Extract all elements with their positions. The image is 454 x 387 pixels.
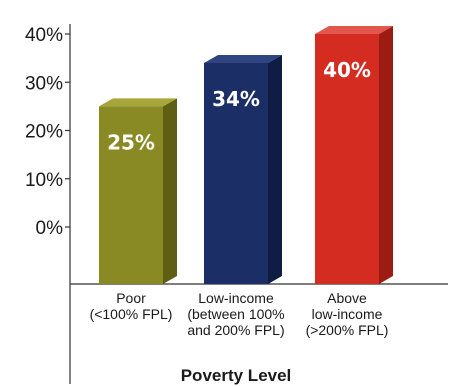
bar-top-face: [99, 98, 177, 107]
bar: 34%: [204, 54, 282, 285]
bar-top-face: [315, 26, 393, 34]
bar-front-face: [204, 62, 268, 285]
bar: 40%: [315, 26, 393, 284]
category-label: Above low-income (>200% FPL): [306, 290, 389, 338]
bar-side-face: [163, 98, 177, 284]
bar-top-face: [204, 54, 282, 63]
bars: 25% 34% 40%: [99, 26, 393, 285]
data-label: 34%: [212, 87, 260, 111]
data-label: 40%: [323, 58, 371, 82]
y-tick-label: 40%: [25, 25, 63, 46]
bar-side-face: [379, 26, 393, 284]
y-ticks: 0% 10% 20% 30% 40%: [25, 25, 70, 239]
category-labels: Poor (<100% FPL) Low-income (between 100% an…: [90, 290, 389, 338]
bar-side-face: [268, 54, 282, 285]
bar: 25%: [99, 98, 177, 284]
category-label: Low-income (between 100% and 200% FPL): [187, 290, 284, 338]
x-axis-title: Poverty Level: [181, 366, 292, 385]
y-tick-label: 20%: [25, 122, 63, 143]
y-tick-label: 10%: [25, 170, 63, 191]
data-label: 25%: [107, 130, 155, 154]
category-label: Poor (<100% FPL): [90, 290, 173, 322]
bar-front-face: [99, 106, 163, 284]
y-tick-label: 0%: [36, 218, 64, 239]
y-tick-label: 30%: [25, 73, 63, 94]
bar-front-face: [315, 34, 379, 284]
